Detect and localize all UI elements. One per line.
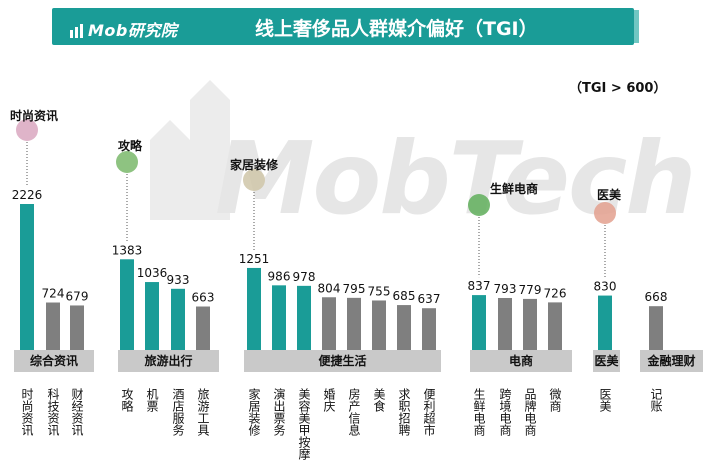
annotation-生鲜电商: 生鲜电商 <box>490 182 539 196</box>
category-label-酒店服务: 酒店服务 <box>171 388 185 436</box>
bar-酒店服务 <box>171 288 185 350</box>
annotation-医美: 医美 <box>597 188 622 202</box>
bar-便利超市 <box>422 308 436 350</box>
annotation-illustration-icon <box>116 151 138 173</box>
category-label-攻略: 攻略 <box>120 388 134 412</box>
category-label-婚庆: 婚庆 <box>322 388 336 412</box>
bar-微商 <box>548 302 562 350</box>
category-label-生鲜电商: 生鲜电商 <box>472 388 486 436</box>
category-label-跨境电商: 跨境电商 <box>498 388 512 436</box>
bar-美食 <box>372 300 386 350</box>
category-label-机票: 机票 <box>145 388 159 412</box>
group-label-医美: 医美 <box>593 350 620 372</box>
value-label-家居装修: 1251 <box>239 252 270 266</box>
bar-攻略 <box>120 259 134 350</box>
value-label-房产信息: 795 <box>343 282 366 296</box>
category-label-科技资讯: 科技资讯 <box>46 388 60 436</box>
group-label-金融理财: 金融理财 <box>640 350 703 372</box>
category-label-品牌电商: 品牌电商 <box>523 388 537 436</box>
annotation-家居装修: 家居装修 <box>230 158 279 172</box>
bar-美容美甲按摩 <box>297 285 311 350</box>
mob-logo: Mob研究院 <box>70 17 177 41</box>
category-label-便利超市: 便利超市 <box>422 388 436 436</box>
bar-婚庆 <box>322 297 336 350</box>
value-label-求职招聘: 685 <box>393 289 416 303</box>
annotation-illustration-icon <box>594 202 616 224</box>
annotation-时尚资讯: 时尚资讯 <box>10 109 59 123</box>
tgi-threshold-note: （TGI > 600） <box>569 81 667 96</box>
bar-演出票务 <box>272 285 286 350</box>
group-label-综合资讯: 综合资讯 <box>14 350 94 372</box>
bar-跨境电商 <box>498 297 512 350</box>
value-label-科技资讯: 724 <box>42 287 65 301</box>
category-label-演出票务: 演出票务 <box>272 388 286 436</box>
category-label-财经资讯: 财经资讯 <box>70 388 84 436</box>
category-label-记账: 记账 <box>649 388 663 412</box>
annotation-illustration-icon <box>468 194 490 216</box>
title-banner-shadow <box>634 10 639 43</box>
value-label-微商: 726 <box>544 286 567 300</box>
value-label-酒店服务: 933 <box>167 273 190 287</box>
value-label-机票: 1036 <box>137 266 168 280</box>
bar-医美 <box>598 295 612 350</box>
bar-机票 <box>145 282 159 350</box>
category-label-时尚资讯: 时尚资讯 <box>20 388 34 436</box>
annotation-illustration-icon <box>16 119 38 141</box>
category-label-房产信息: 房产信息 <box>347 388 361 436</box>
annotation-攻略: 攻略 <box>118 139 143 153</box>
annotation-illustration-icon <box>243 169 265 191</box>
bar-记账 <box>649 306 663 350</box>
category-label-微商: 微商 <box>548 388 562 412</box>
category-label-医美: 医美 <box>598 388 612 412</box>
category-label-旅游工具: 旅游工具 <box>196 388 210 436</box>
category-label-美食: 美食 <box>372 388 386 412</box>
value-label-财经资讯: 679 <box>66 289 89 303</box>
watermark: MobTech <box>215 120 696 237</box>
value-label-美食: 755 <box>368 284 391 298</box>
value-label-时尚资讯: 2226 <box>12 188 43 202</box>
bar-科技资讯 <box>46 302 60 350</box>
group-label-旅游出行: 旅游出行 <box>118 350 219 372</box>
bar-生鲜电商 <box>472 295 486 350</box>
group-label-电商: 电商 <box>470 350 572 372</box>
value-label-跨境电商: 793 <box>494 282 517 296</box>
bar-房产信息 <box>347 297 361 350</box>
chart-title: 线上奢侈品人群媒介偏好（TGI） <box>255 18 538 40</box>
value-label-演出票务: 986 <box>268 269 291 283</box>
value-label-便利超市: 637 <box>418 292 441 306</box>
category-label-求职招聘: 求职招聘 <box>397 388 411 436</box>
logo-text: Mob研究院 <box>88 21 178 40</box>
bar-财经资讯 <box>70 305 84 350</box>
value-label-婚庆: 804 <box>318 281 341 295</box>
value-label-美容美甲按摩: 978 <box>293 270 316 284</box>
bar-家居装修 <box>247 267 261 350</box>
group-label-便捷生活: 便捷生活 <box>244 350 441 372</box>
title-banner <box>52 8 634 45</box>
value-label-攻略: 1383 <box>112 243 143 257</box>
value-label-记账: 668 <box>645 290 668 304</box>
value-label-品牌电商: 779 <box>519 283 542 297</box>
bar-求职招聘 <box>397 305 411 350</box>
value-label-生鲜电商: 837 <box>468 279 491 293</box>
logo-bars-icon <box>70 23 84 38</box>
category-label-家居装修: 家居装修 <box>247 388 261 436</box>
value-label-医美: 830 <box>594 280 617 294</box>
bar-旅游工具 <box>196 306 210 350</box>
watermark-logo-shape <box>150 80 230 220</box>
bar-时尚资讯 <box>20 204 34 350</box>
value-label-旅游工具: 663 <box>192 291 215 305</box>
bar-品牌电商 <box>523 298 537 350</box>
category-label-美容美甲按摩: 美容美甲按摩 <box>297 388 311 460</box>
